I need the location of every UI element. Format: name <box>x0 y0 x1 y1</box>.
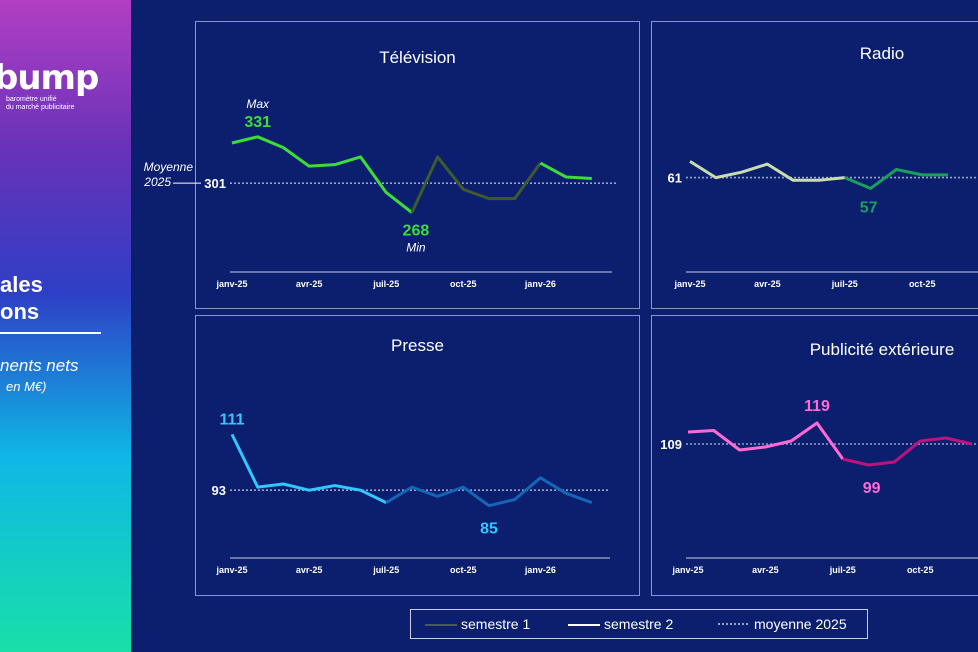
x-tick-label: oct-25 <box>450 565 477 575</box>
chart-presse: janv-25 avr-25 juil-25 oct-25 janv-26 93 111 85 <box>212 411 610 575</box>
panel-publicite-exterieure: Publicité extérieure janv-25 avr-25 juil-2… <box>651 315 978 596</box>
average-caption: Moyenne 2025 <box>143 160 193 189</box>
max-value-label: 331 <box>244 114 271 131</box>
average-value-label: 301 <box>204 176 226 191</box>
legend-label-semestre2: semestre 2 <box>604 616 674 632</box>
series-line-semestre1 <box>689 160 845 182</box>
x-tick-label: oct-25 <box>907 565 934 575</box>
x-tick-label: juil-25 <box>372 279 399 289</box>
series-line-semestre2 <box>385 476 593 508</box>
average-caption-line: 2025 <box>143 175 171 189</box>
min-value-label: 57 <box>860 199 878 216</box>
average-caption-line: Moyenne <box>144 160 194 174</box>
panel-television: Télévision janv-25 avr-25 juil-25 oct-25 jan… <box>143 21 640 309</box>
x-tick-label: juil-25 <box>831 279 858 289</box>
panel-presse: Presse janv-25 avr-25 juil-25 oct-25 janv-26… <box>195 315 640 596</box>
x-tick-label: avr-25 <box>754 279 781 289</box>
legend-label-semestre1: semestre 1 <box>461 616 531 632</box>
x-tick-label: juil-25 <box>372 565 399 575</box>
x-tick-label: oct-25 <box>909 279 936 289</box>
sidebar-unit: en M€) <box>6 379 47 394</box>
x-tick-label: janv-26 <box>524 279 556 289</box>
min-caption: Min <box>406 241 426 255</box>
chart-title-publicite-exterieure: Publicité extérieure <box>809 340 955 359</box>
legend-line-moyenne <box>718 623 748 625</box>
max-value-label: 111 <box>220 411 245 428</box>
sidebar-subtitle: nents nets <box>0 356 79 375</box>
legend-line-semestre2 <box>568 624 600 626</box>
average-value-label: 109 <box>660 437 682 452</box>
chart-title-television: Télévision <box>379 48 456 67</box>
x-tick-label: avr-25 <box>296 279 323 289</box>
series-line-semestre2 <box>410 155 542 214</box>
series-line-semestre1-next <box>539 161 592 181</box>
x-tick-label: janv-25 <box>215 565 247 575</box>
chart-title-presse: Presse <box>391 336 444 355</box>
x-tick-label: janv-25 <box>673 279 705 289</box>
chart-publicite-exterieure: janv-25 avr-25 juil-25 oct-25 109 119 99 <box>660 398 978 575</box>
chart-radio: janv-25 avr-25 juil-25 oct-25 61 57 <box>668 160 978 289</box>
x-tick-label: janv-26 <box>524 565 556 575</box>
x-tick-label: oct-25 <box>450 279 477 289</box>
average-value-label: 93 <box>212 483 226 498</box>
sidebar-divider <box>0 332 101 334</box>
max-value-label: 119 <box>804 398 830 415</box>
x-tick-label: juil-25 <box>829 565 856 575</box>
series-line-semestre2 <box>844 168 948 190</box>
chart-title-radio: Radio <box>859 44 905 63</box>
brand-tagline: baromètre unifié du marché publicitaire <box>6 96 75 111</box>
series-line-semestre1 <box>687 421 845 460</box>
average-value-label: 61 <box>668 171 682 186</box>
chart-television: janv-25 avr-25 juil-25 oct-25 janv-26 301 331 M… <box>143 97 616 289</box>
x-tick-label: avr-25 <box>752 565 779 575</box>
series-line-semestre2 <box>842 436 973 467</box>
chart-legend: semestre 1 semestre 2 moyenne 2025 <box>410 609 868 639</box>
series-line-semestre1 <box>231 135 413 214</box>
min-value-label: 268 <box>403 223 430 240</box>
x-tick-label: janv-25 <box>215 279 247 289</box>
max-caption: Max <box>246 97 270 111</box>
legend-label-moyenne: moyenne 2025 <box>754 616 847 632</box>
min-value-label: 85 <box>480 521 498 538</box>
series-line-semestre1 <box>230 433 387 504</box>
x-tick-label: janv-25 <box>671 565 703 575</box>
sidebar: bump baromètre unifié du marché publicita… <box>0 0 131 652</box>
min-value-label: 99 <box>863 480 881 497</box>
x-tick-label: avr-25 <box>296 565 323 575</box>
sidebar-title: ales ons <box>0 272 43 324</box>
legend-line-semestre1 <box>425 624 457 626</box>
brand-logo: bump <box>0 58 99 98</box>
panel-radio: Radio janv-25 avr-25 juil-25 oct-25 61 57 <box>651 21 978 309</box>
